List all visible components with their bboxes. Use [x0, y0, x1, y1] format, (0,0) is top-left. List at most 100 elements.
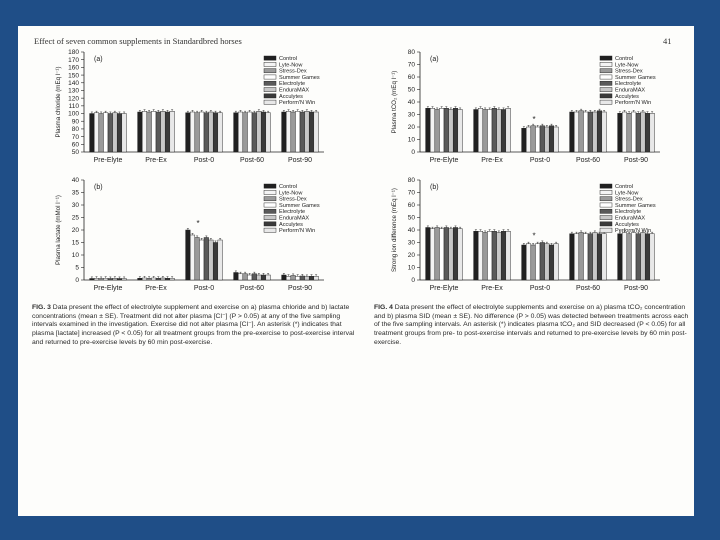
legend-label: Stress-Dex — [279, 69, 307, 75]
legend-label: EnduraMAX — [279, 88, 309, 94]
bar-1-1 — [477, 231, 484, 281]
fig4b-chart: (b) 0 10 20 30 40 50 60 70 80 Strong ion differenc… — [376, 176, 676, 326]
bar-4-0 — [281, 111, 287, 153]
bar-3-6 — [260, 274, 267, 281]
y-tick-label: 70 — [72, 134, 80, 141]
y-tick-label: 20 — [408, 252, 416, 259]
legend-label: Stress-Dex — [615, 197, 643, 203]
legend-swatch — [599, 190, 613, 195]
bar-2-3 — [199, 239, 205, 281]
bar-3-7 — [265, 112, 271, 153]
bar-0-0 — [89, 278, 95, 281]
legend-label: Electrolyte — [279, 209, 305, 215]
bar-2-4 — [203, 237, 209, 281]
bar-1-7 — [505, 108, 511, 153]
bar-1-5 — [160, 111, 166, 153]
legend-label: Stress-Dex — [615, 69, 643, 75]
bar-2-7 — [553, 126, 559, 153]
legend-label: Acculytes — [615, 222, 639, 228]
legend-swatch — [263, 80, 277, 86]
legend-label: Control — [279, 184, 297, 190]
bar-1-1 — [141, 277, 148, 281]
y-tick-label: 40 — [408, 99, 416, 106]
bar-4-5 — [640, 111, 646, 153]
y-tick-label: 170 — [68, 57, 79, 64]
y-axis-title: Strong ion difference (mEq l⁻¹) — [391, 188, 398, 272]
bar-4-3 — [631, 111, 637, 153]
legend-swatch — [263, 190, 277, 195]
bar-2-1 — [525, 243, 532, 281]
bar-1-0 — [137, 111, 143, 153]
y-tick-label: 40 — [408, 227, 416, 234]
x-tick-label: Post-60 — [240, 157, 264, 164]
bar-1-7 — [505, 231, 511, 281]
bar-3-0 — [233, 272, 239, 281]
bar-2-4 — [203, 112, 209, 153]
legend-label: Perform'N Win — [615, 228, 651, 234]
bar-0-7 — [457, 109, 463, 153]
bar-3-5 — [256, 111, 262, 153]
bar-3-1 — [573, 233, 580, 281]
y-tick-label: 60 — [408, 202, 416, 209]
panel-label: (b) — [94, 184, 103, 191]
bar-4-6 — [308, 276, 315, 281]
legend-swatch — [263, 55, 277, 61]
bar-0-5 — [448, 109, 454, 153]
y-tick-label: 50 — [408, 87, 416, 94]
bar-3-1 — [237, 273, 244, 281]
legend-label: Acculytes — [615, 94, 639, 100]
bar-4-7 — [313, 111, 319, 153]
y-tick-label: 30 — [72, 202, 80, 209]
bar-3-2 — [578, 232, 584, 281]
y-tick-label: 120 — [68, 95, 79, 102]
bar-4-7 — [313, 276, 319, 281]
bar-4-2 — [290, 275, 296, 281]
legend-swatch — [263, 208, 277, 214]
x-tick-label: Post-90 — [624, 285, 648, 292]
bar-0-3 — [439, 228, 445, 281]
bar-4-2 — [626, 113, 632, 153]
bar-1-5 — [160, 277, 166, 281]
significance-asterisk: * — [196, 219, 199, 228]
fig3-caption: FIG. 3 Data present the effect of electr… — [32, 304, 362, 348]
bar-4-4 — [299, 275, 305, 281]
y-tick-label: 80 — [408, 49, 416, 56]
legend-label: Acculytes — [279, 222, 303, 228]
bar-2-2 — [530, 125, 536, 153]
page-number: 41 — [663, 36, 672, 46]
bar-1-0 — [473, 109, 479, 153]
bar-4-7 — [649, 113, 655, 153]
bar-4-0 — [617, 233, 623, 281]
bar-0-1 — [93, 112, 100, 153]
bar-2-3 — [535, 243, 541, 281]
bar-0-1 — [93, 278, 100, 281]
fig3b-chart: (b) 0 5 10 15 20 25 30 35 40 Plasma lactate (mMol … — [40, 176, 340, 326]
bar-4-5 — [640, 232, 646, 281]
bar-4-1 — [285, 111, 292, 153]
bar-2-6 — [212, 112, 219, 153]
bar-0-2 — [98, 113, 104, 153]
significance-asterisk: * — [532, 115, 535, 124]
legend-label: Lyte-Now — [615, 190, 639, 196]
bar-0-6 — [116, 278, 123, 281]
bar-1-3 — [151, 277, 157, 281]
bar-0-4 — [443, 108, 449, 153]
bar-2-4 — [539, 242, 545, 281]
y-tick-label: 150 — [68, 72, 79, 79]
bar-4-4 — [635, 113, 641, 153]
x-tick-label: Post-0 — [194, 157, 214, 164]
bar-2-7 — [217, 112, 223, 153]
bar-3-0 — [569, 111, 575, 153]
bar-0-7 — [121, 278, 127, 281]
bar-3-1 — [573, 111, 580, 153]
bar-4-3 — [295, 111, 301, 153]
bar-1-4 — [155, 111, 161, 153]
bar-4-4 — [635, 233, 641, 281]
bar-2-5 — [544, 126, 550, 153]
x-tick-label: Pre-Elyte — [430, 157, 459, 164]
bar-2-1 — [189, 111, 196, 153]
panel-label: (a) — [94, 56, 103, 63]
fig4-caption-text: Data present the effect of electrolyte s… — [374, 304, 689, 346]
x-tick-label: Pre-Ex — [145, 157, 167, 164]
legend-swatch — [599, 74, 613, 80]
